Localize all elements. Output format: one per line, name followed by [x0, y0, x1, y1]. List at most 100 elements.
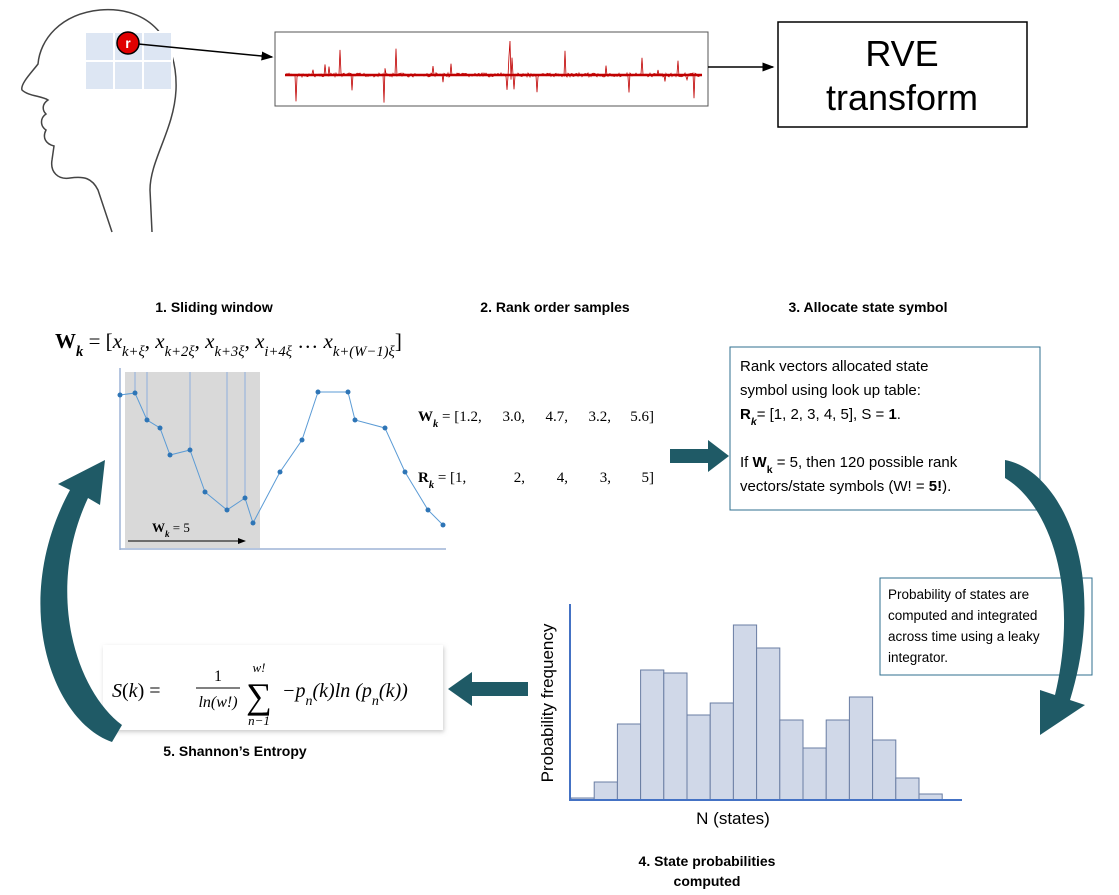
text-run: k [767, 464, 773, 476]
electrode-link [127, 42, 274, 61]
text-run: k+2ξ [165, 344, 196, 360]
histogram-bar [872, 739, 897, 801]
window-size: Wk = 5 [152, 520, 190, 539]
text-run: , [195, 329, 206, 353]
x-axis-label: N (states) [696, 809, 770, 828]
step-title: 3. Allocate state symbol [789, 299, 948, 315]
text-run: W [152, 520, 165, 535]
sample-point [202, 489, 208, 495]
sample-point [187, 447, 193, 453]
text-run: … [292, 329, 324, 353]
rve-box [777, 21, 1028, 128]
eeg-box [274, 31, 709, 107]
rank-value: 5] [642, 470, 655, 486]
note-text: across time using a leaky [888, 629, 1040, 644]
text-run: x [112, 329, 123, 353]
sample-point [144, 417, 150, 423]
text-run: n [372, 694, 379, 709]
rank-value: 3.2, [589, 409, 612, 425]
text-run: 5! [929, 478, 942, 495]
rank-value: 2, [514, 470, 525, 486]
note-box [879, 577, 1093, 676]
text-run: k [751, 416, 758, 428]
step-title: 4. State probabilities [639, 853, 776, 869]
text-run: k+ξ [122, 344, 145, 360]
state-text: symbol using look up table: [740, 382, 921, 399]
histogram-bar [825, 719, 850, 801]
sample-point [242, 495, 248, 501]
note-text: Probability of states are [888, 587, 1029, 602]
rank-label: Wk = [1.2, [418, 409, 482, 430]
text-run: k [76, 344, 84, 360]
histogram-bar [802, 747, 827, 801]
text-run: = [1, [434, 470, 466, 486]
text-run: k [433, 419, 439, 430]
text-run: ( [122, 680, 129, 702]
sample-point [352, 417, 358, 423]
sample-point [299, 437, 305, 443]
text-run: R [418, 470, 429, 486]
electrode-label: r [125, 35, 131, 51]
formula-sum: ∑ [246, 676, 272, 716]
formula-lhs: S(k) = [112, 680, 161, 702]
state-box [729, 346, 1041, 511]
text-run: = [1, 2, 3, 4, 5], S = [757, 406, 889, 423]
text-run: vectors/state symbols (W! = [740, 478, 929, 495]
histogram-bar [709, 702, 734, 801]
formula-denominator: ln(w!) [198, 694, 237, 711]
y-axis-label: Probability frequency [538, 623, 557, 782]
text-run: . [897, 406, 901, 423]
sample-point [440, 522, 446, 528]
flow-arrows [40, 440, 1085, 742]
rank-value: 3, [600, 470, 611, 486]
text-run: , [145, 329, 156, 353]
sample-point [157, 425, 163, 431]
text-run: k [129, 680, 139, 702]
text-run: If [740, 454, 753, 471]
electrode [116, 31, 140, 55]
sample-point [382, 425, 388, 431]
rank-value: 4, [557, 470, 568, 486]
sample-point [425, 507, 431, 513]
rank-label: Rk = [1, [418, 470, 466, 491]
text-run: = [1.2, [438, 409, 481, 425]
eeg-signal [285, 40, 703, 103]
note-text: computed and integrated [888, 608, 1037, 623]
text-run: (k)) [379, 680, 408, 702]
note-text: integrator. [888, 650, 948, 665]
text-run: 1 [888, 406, 896, 423]
step-title: 1. Sliding window [155, 299, 273, 315]
formula-term: −pn(k)ln (pn(k)) [282, 680, 408, 709]
formula-lower: n−1 [248, 713, 270, 728]
histogram-bar [895, 777, 920, 801]
text-run: x [254, 329, 265, 353]
text-run: k+(W−1)ξ [333, 344, 396, 360]
text-run: ). [942, 478, 951, 495]
text-run: k [165, 529, 170, 539]
text-run: x [323, 329, 334, 353]
histogram-bar [732, 624, 758, 801]
text-run: −p [282, 680, 306, 702]
state-text: Rk= [1, 2, 3, 4, 5], S = 1. [740, 406, 901, 428]
sample-point [315, 389, 321, 395]
sample-point [277, 469, 283, 475]
text-run: x [204, 329, 215, 353]
state-text: Rank vectors allocated state [740, 358, 928, 375]
text-run: = [ [83, 329, 112, 353]
sample-point [132, 390, 138, 396]
text-run: = 5 [170, 520, 190, 535]
histogram-bar [593, 781, 618, 801]
histogram-bar [686, 714, 711, 801]
text-run: = 5, then 120 possible rank [773, 454, 958, 471]
formula-box [103, 645, 443, 730]
text-run: k+3ξ [214, 344, 245, 360]
histogram-bar [616, 723, 642, 801]
sample-point [402, 469, 408, 475]
text-run: x [154, 329, 165, 353]
histogram-bar [663, 672, 688, 801]
text-run: i+4ξ [264, 344, 292, 360]
rve-title: RVE [865, 33, 938, 74]
text-run: symbol using look up table: [740, 382, 921, 399]
histogram-bar [640, 669, 665, 801]
